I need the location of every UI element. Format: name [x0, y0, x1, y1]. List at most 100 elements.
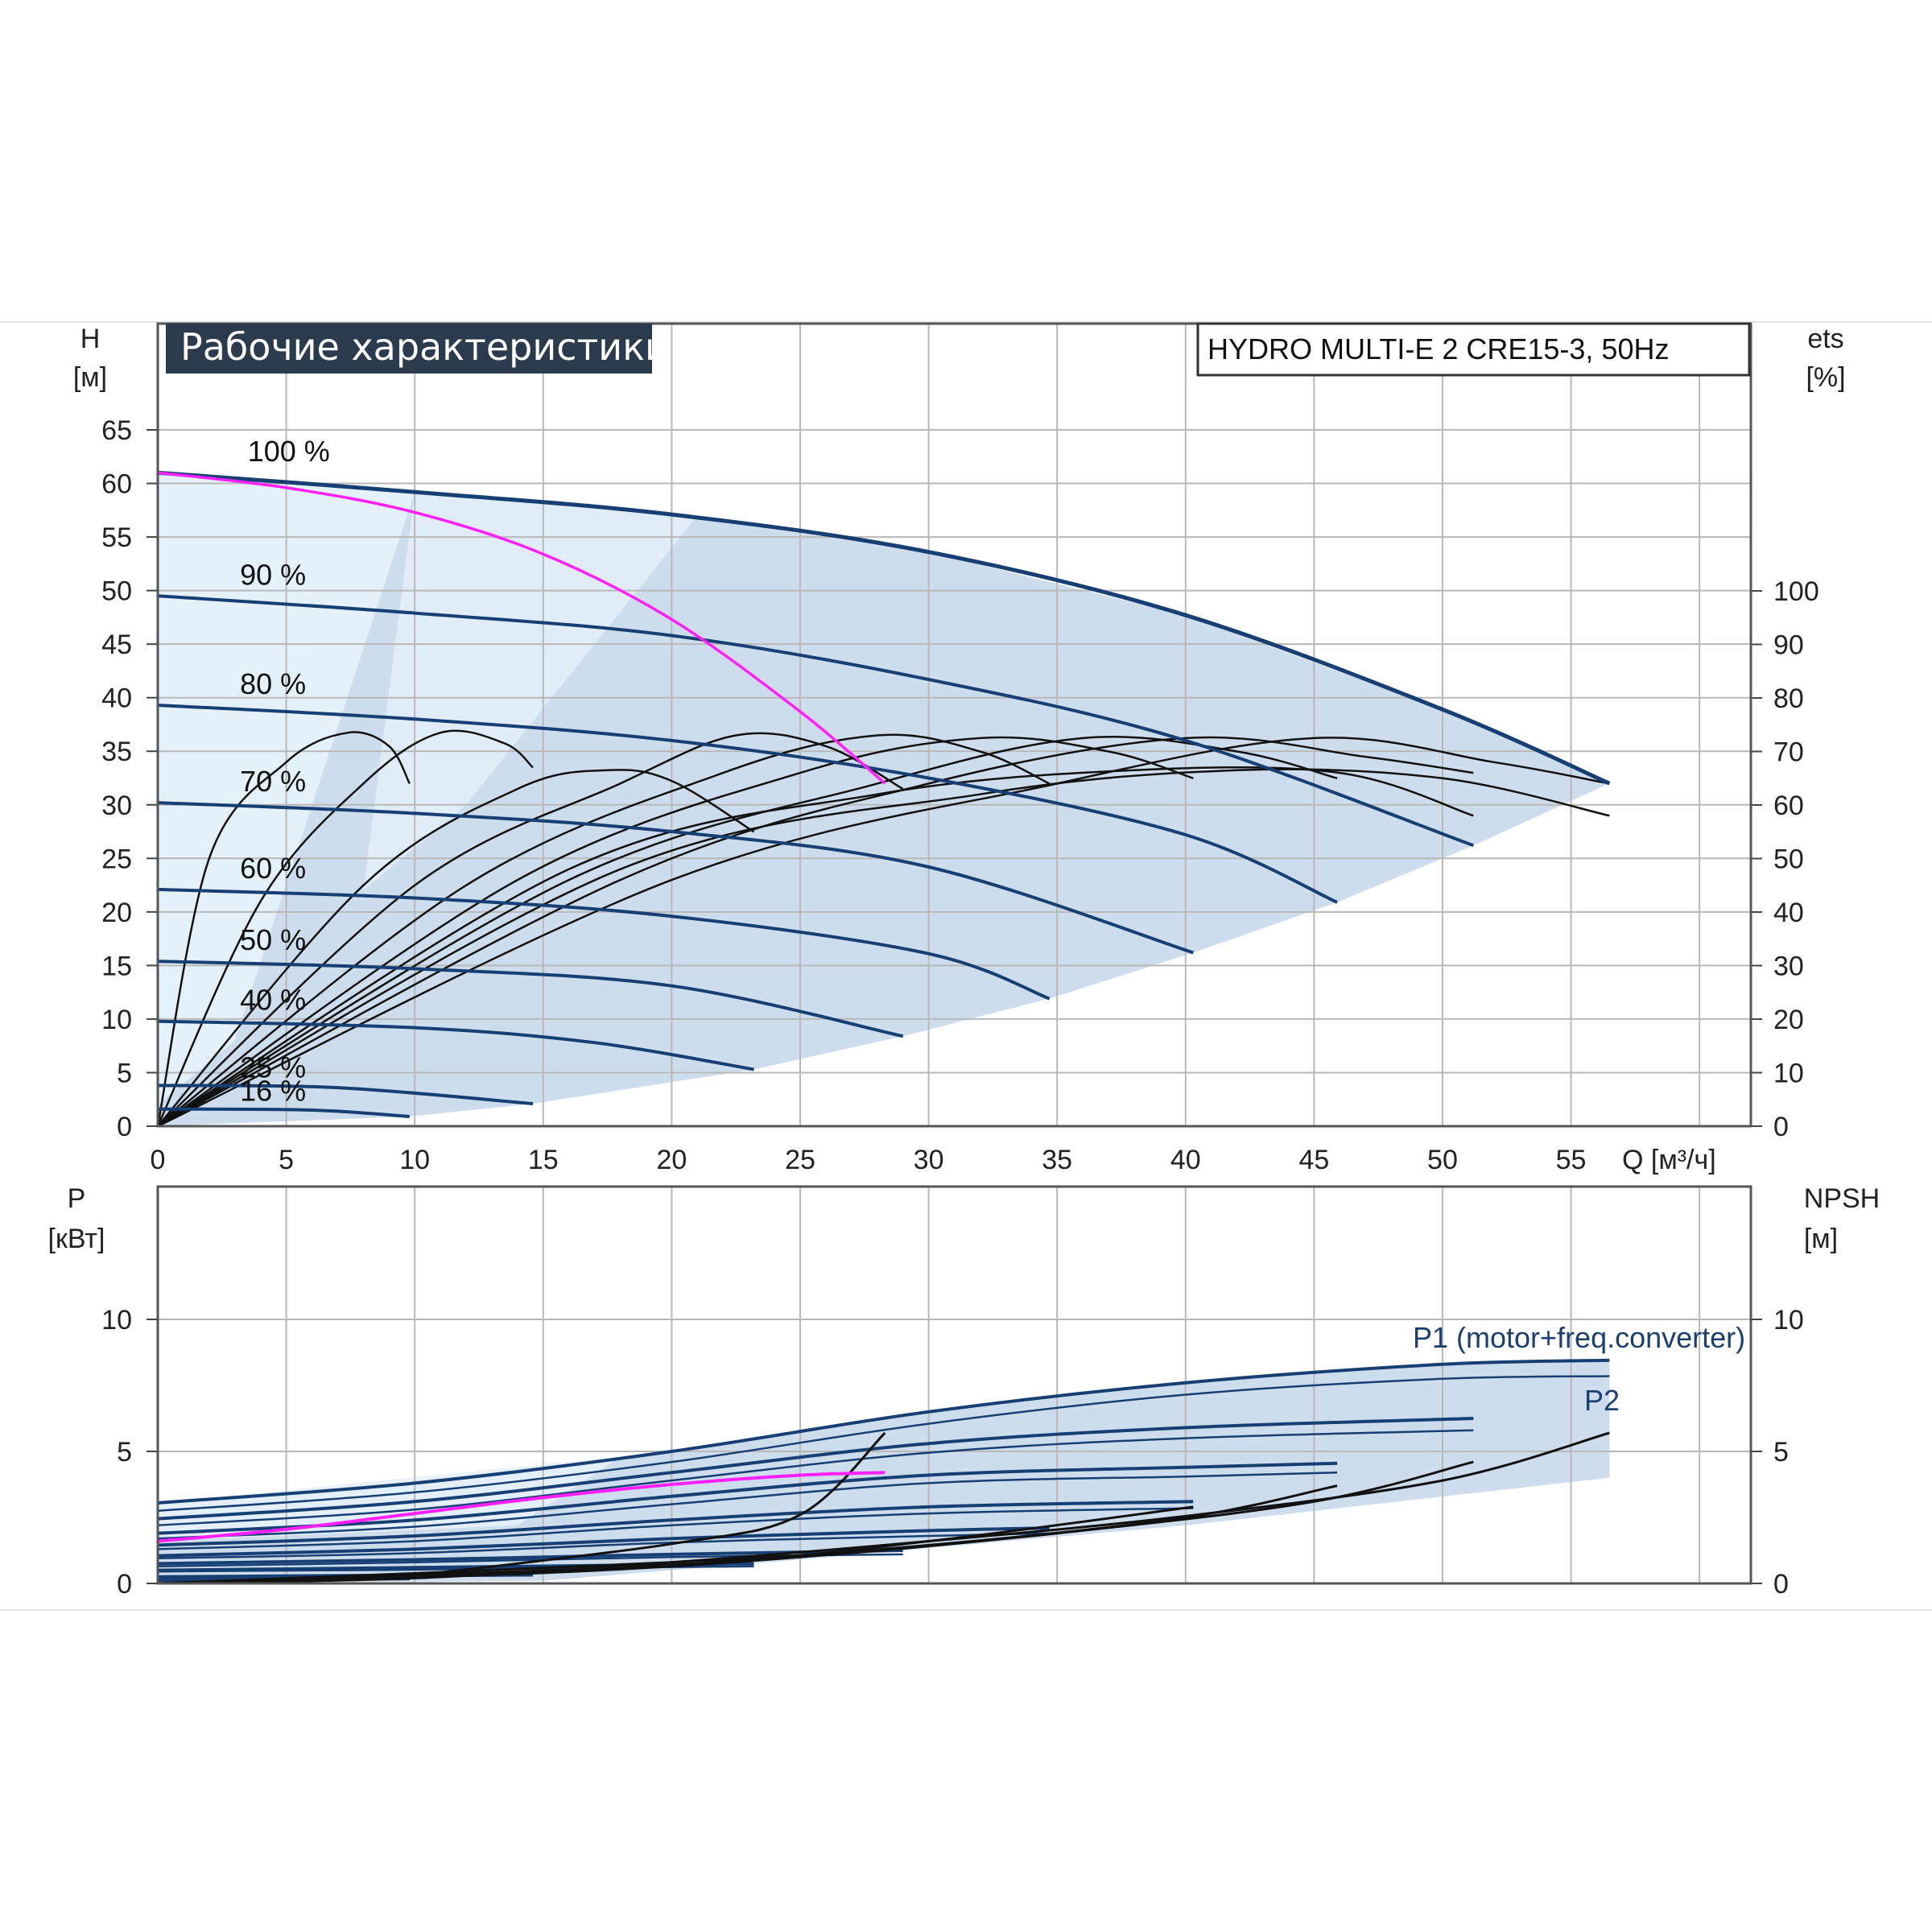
- efficiency-curve: [157, 766, 1474, 1128]
- x-tick-label: 5: [279, 1145, 294, 1175]
- efficiency-curve: [157, 733, 1051, 1127]
- speed-label: 70 %: [240, 765, 306, 798]
- y-left-tick-label: 5: [117, 1058, 132, 1088]
- x-tick-label: 40: [1170, 1145, 1201, 1175]
- head-curves: [156, 470, 1611, 1128]
- npsh-y-tick-label: 5: [1773, 1437, 1789, 1468]
- y-left-tick-label: 0: [117, 1112, 132, 1142]
- speed-label: 60 %: [240, 852, 306, 885]
- speed-curve: [157, 887, 1051, 1001]
- y-left-unit-power: [кВт]: [48, 1224, 105, 1254]
- p2-curve: [157, 1532, 1050, 1560]
- y-right-tick-label: 60: [1773, 791, 1804, 821]
- model-label: HYDRO MULTI-E 2 CRE15-3, 50Hz: [1208, 332, 1669, 365]
- npsh-curve: [157, 1484, 1338, 1585]
- y-left-unit-head: [м]: [73, 362, 107, 393]
- efficiency-curve: [157, 732, 904, 1127]
- p2-curve: [157, 1471, 1338, 1540]
- x-tick-label: 45: [1298, 1145, 1329, 1175]
- y-left-label-power: P: [68, 1183, 86, 1214]
- head-plot-border: [156, 322, 1752, 1128]
- power-y-tick-label: 10: [101, 1305, 132, 1335]
- y-right-tick-label: 10: [1773, 1059, 1804, 1089]
- y-left-label-head: H: [80, 324, 101, 354]
- y-right-tick-label: 80: [1773, 683, 1804, 714]
- speed-label: 16 %: [240, 1075, 306, 1108]
- speed-curve: [157, 960, 904, 1038]
- x-tick-label: 55: [1556, 1145, 1587, 1175]
- power-panel: 0 5 10 0 5 10: [101, 1185, 1804, 1600]
- speed-curve: [157, 470, 1611, 786]
- efficiency-curve: [156, 731, 411, 1127]
- power-curves: [157, 1358, 1610, 1585]
- x-tick-label: 35: [1042, 1145, 1072, 1175]
- y-left-tick-label: 15: [101, 951, 132, 981]
- chart-title: Рабочие характеристики: [180, 325, 669, 369]
- p1-curve: [157, 1500, 1194, 1547]
- y-right-tick-label: 20: [1773, 1005, 1804, 1035]
- speed-label: 80 %: [240, 667, 306, 700]
- efficiency-curve: [156, 729, 534, 1127]
- npsh-y-tick-label: 0: [1773, 1569, 1789, 1600]
- p1-curve: [157, 1358, 1610, 1505]
- speed-label: 90 %: [240, 558, 306, 591]
- y-left-tick-label: 50: [101, 576, 132, 607]
- system-power-curve: [157, 1471, 886, 1543]
- p2-curve: [157, 1507, 1194, 1550]
- mid-flow-area-fill: [363, 492, 698, 891]
- title-box: [166, 324, 652, 374]
- y-left-tick-label: 30: [101, 791, 132, 821]
- p1-curve: [157, 1461, 1338, 1535]
- speed-label: 40 %: [240, 984, 306, 1017]
- y-right-unit-power: [м]: [1804, 1224, 1838, 1254]
- y-right-tick-label: 70: [1773, 737, 1804, 768]
- y-left-tick-label: 25: [101, 844, 132, 874]
- p1-curve: [157, 1526, 1050, 1558]
- x-axis-label: Q [м³/ч]: [1622, 1145, 1716, 1175]
- p2-curve: [157, 1429, 1474, 1527]
- head-ticks: 0 5 10 15 20 25 30 35 40 45 50 55 0 5 10 15 20 25 30 35 40 45…: [101, 415, 1819, 1175]
- head-grid: [158, 324, 1751, 1126]
- y-right-tick-label: 100: [1773, 576, 1819, 607]
- p1-curve: [157, 1417, 1474, 1521]
- power-y-tick-label: 5: [117, 1437, 132, 1468]
- y-right-label-power: NPSH: [1804, 1183, 1880, 1214]
- speed-curve: [157, 801, 1194, 955]
- operating-area: [158, 473, 1610, 1126]
- y-left-tick-label: 35: [101, 737, 132, 767]
- speed-curve: [157, 1084, 534, 1106]
- x-tick-label: 30: [914, 1145, 944, 1175]
- y-right-unit-head: [%]: [1806, 362, 1845, 393]
- power-plot-border: [156, 1185, 1752, 1585]
- y-left-tick-label: 60: [101, 469, 132, 500]
- system-curve: [157, 471, 886, 785]
- speed-curve: [157, 1019, 754, 1071]
- y-left-tick-label: 55: [101, 522, 132, 553]
- head-panel: 0 5 10 15 20 25 30 35 40 45 50 55 0 5 10 15 20 25 30 35 40 45…: [101, 322, 1819, 1175]
- y-left-tick-label: 20: [101, 898, 132, 928]
- y-left-tick-label: 65: [101, 415, 132, 446]
- npsh-curve: [415, 1431, 886, 1577]
- p1-series-label: P1 (motor+freq.converter): [1413, 1321, 1745, 1354]
- y-right-label-head: ets: [1807, 324, 1843, 354]
- model-box: [1196, 322, 1751, 377]
- y-right-tick-label: 40: [1773, 898, 1804, 928]
- y-right-tick-label: 30: [1773, 952, 1804, 982]
- y-right-tick-label: 90: [1773, 630, 1804, 661]
- y-right-tick-label: 0: [1773, 1112, 1789, 1142]
- y-left-tick-label: 10: [101, 1005, 132, 1035]
- x-tick-label: 50: [1427, 1145, 1458, 1175]
- y-right-tick-label: 50: [1773, 844, 1804, 875]
- x-tick-label: 0: [151, 1145, 166, 1175]
- speed-label: 25 %: [240, 1051, 306, 1084]
- power-y-tick-label: 0: [117, 1569, 132, 1600]
- efficiency-curve: [157, 769, 755, 1127]
- x-tick-label: 25: [785, 1145, 815, 1175]
- x-tick-label: 10: [399, 1145, 430, 1175]
- npsh-y-tick-label: 10: [1773, 1305, 1804, 1335]
- speed-label: 100 %: [248, 435, 330, 468]
- speed-curve: [157, 704, 1338, 904]
- p2-series-label: P2: [1584, 1384, 1620, 1417]
- y-left-tick-label: 45: [101, 630, 132, 660]
